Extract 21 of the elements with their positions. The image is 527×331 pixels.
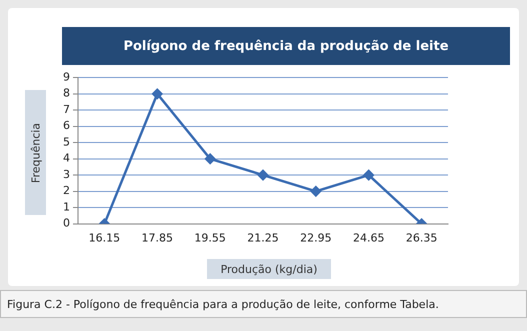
x-axis-title: Produção (kg/dia) xyxy=(207,259,331,279)
x-tick-label: 16.15 xyxy=(88,231,120,244)
y-tick-label: 1 xyxy=(63,200,70,214)
chart-title: Polígono de frequência da produção de leite xyxy=(62,27,510,65)
text: Figura C.2 - Polígono de frequência para a produção de leite, conforme Tabela. xyxy=(0,290,527,318)
x-tick-label: 21.25 xyxy=(247,231,279,244)
x-tick-label: 17.85 xyxy=(142,231,174,244)
y-tick-label: 5 xyxy=(63,135,70,148)
x-tick-label: 22.95 xyxy=(300,231,332,244)
y-tick-label: 0 xyxy=(63,216,70,230)
y-tick-label: 8 xyxy=(63,86,70,100)
x-tick-label: 26.35 xyxy=(406,231,438,244)
y-axis-title: Frequência xyxy=(29,122,42,183)
x-tick-label: 19.55 xyxy=(194,231,226,244)
y-tick-label: 6 xyxy=(63,119,70,132)
y-tick-label: 9 xyxy=(63,70,70,84)
y-tick-label: 4 xyxy=(63,152,70,165)
y-tick-label: 2 xyxy=(63,184,70,198)
y-tick-label: 3 xyxy=(63,168,70,181)
y-tick-label: 7 xyxy=(63,102,70,116)
x-tick-label: 24.65 xyxy=(352,231,384,244)
